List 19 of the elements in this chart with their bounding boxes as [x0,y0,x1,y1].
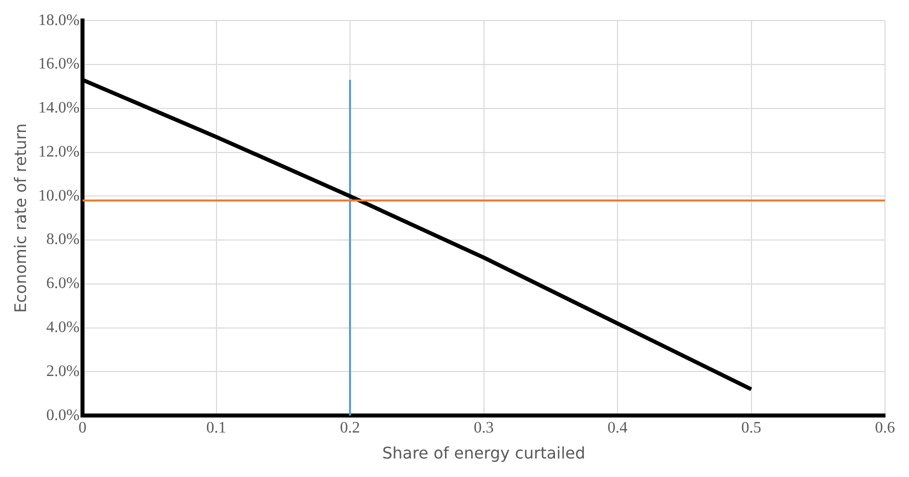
x-tick-label: 0.3 [474,419,494,436]
y-tick-label: 6.0% [46,275,80,292]
x-tick-label: 0.5 [741,419,762,436]
x-tick-label: 0.6 [875,419,895,436]
y-tick-label: 4.0% [46,319,80,336]
y-tick-label: 2.0% [46,362,80,380]
x-tick-label: 0.2 [340,419,360,436]
y-tick-label: 18.0% [38,12,80,29]
x-tick-label: 0.1 [206,419,226,436]
y-tick-label: 14.0% [38,100,80,117]
x-tick-label: 0 [78,419,87,436]
y-tick-label: 0.0% [46,406,80,424]
x-axis-title: Share of energy curtailed [382,444,586,463]
y-tick-label: 12.0% [38,143,80,160]
y-tick-label: 8.0% [46,231,80,248]
y-axis-title: Economic rate of return [10,123,30,313]
y-tick-label: 10.0% [38,187,80,204]
y-tick-label: 16.0% [38,56,80,73]
x-tick-label: 0.4 [608,419,628,436]
